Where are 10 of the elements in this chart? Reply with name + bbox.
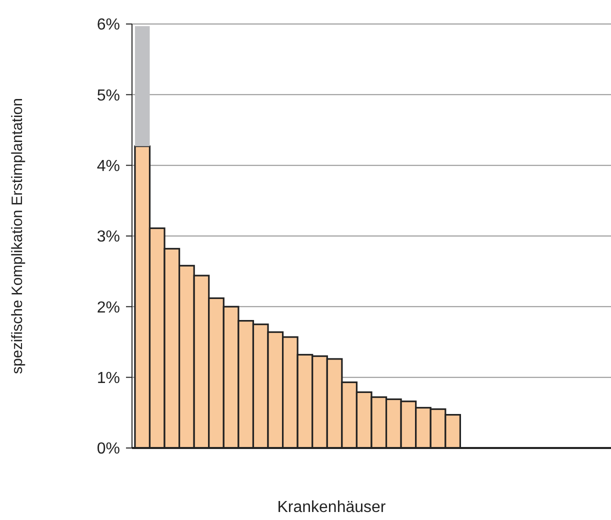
y-tick-label: 6% bbox=[96, 16, 120, 34]
y-tick-label: 3% bbox=[96, 228, 120, 246]
y-tick-label: 2% bbox=[96, 299, 120, 316]
y-tick-label: 1% bbox=[96, 370, 120, 387]
x-axis-title: Krankenhäuser bbox=[277, 499, 386, 516]
y-tick-label: 0% bbox=[96, 440, 120, 458]
bar bbox=[134, 26, 150, 146]
y-tick-label: 4% bbox=[96, 158, 120, 175]
y-axis-title: spezifische Komplikation Erstimplantation bbox=[9, 98, 26, 374]
y-tick-label: 5% bbox=[96, 87, 120, 104]
